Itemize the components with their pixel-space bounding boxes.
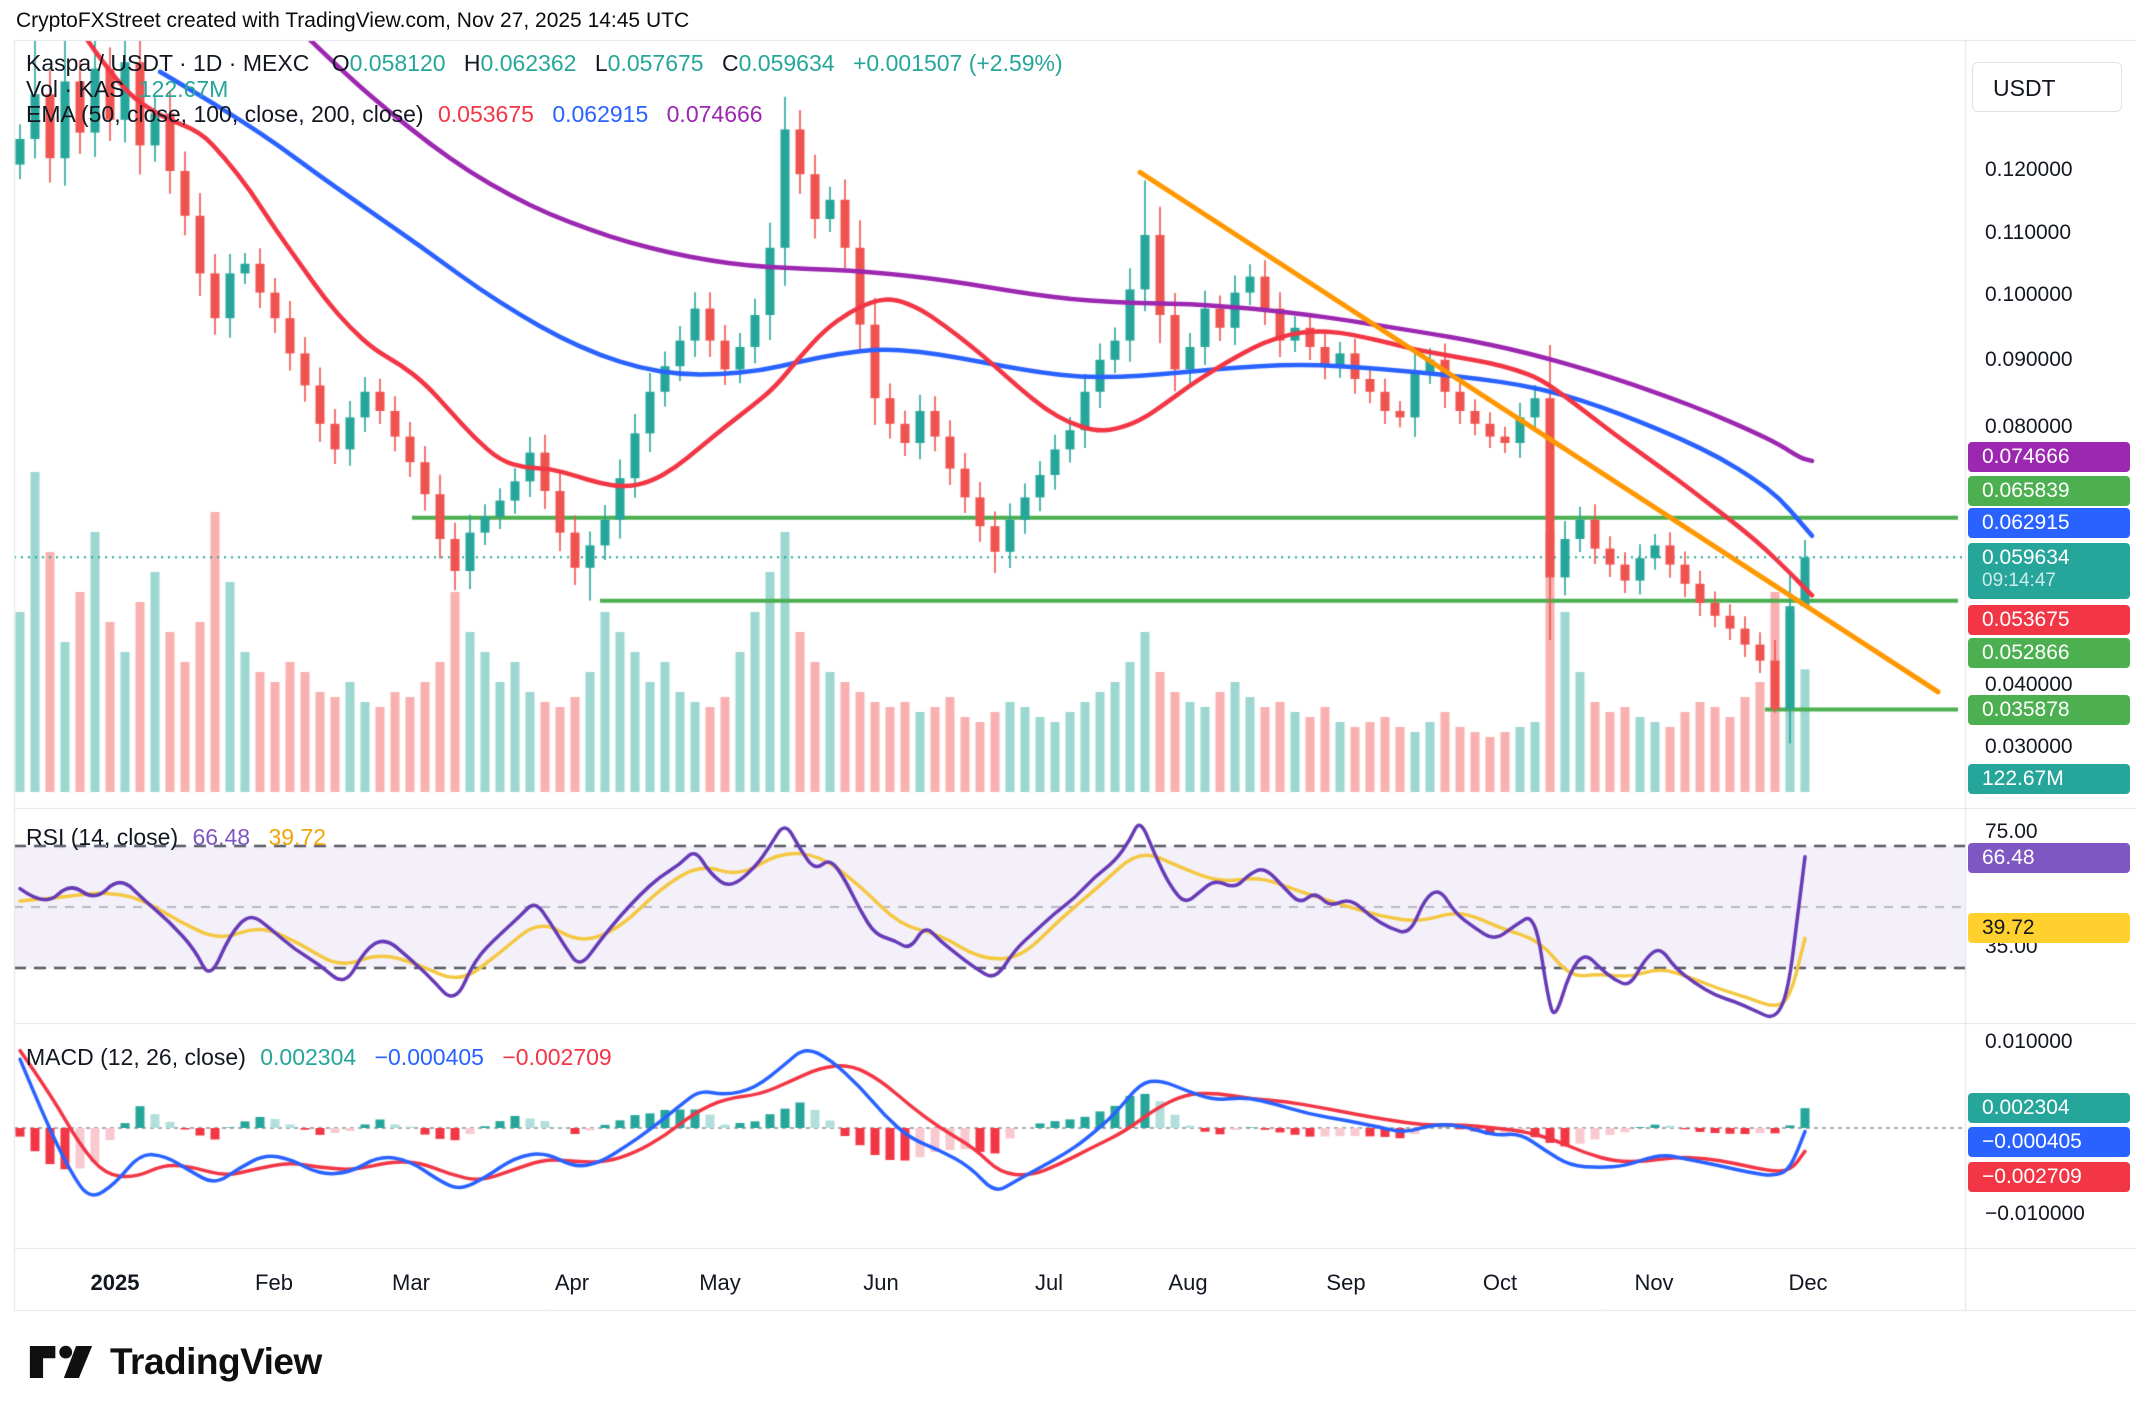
symbol-legend-row[interactable]: Kaspa / USDT · 1D · MEXC O0.058120 H0.06… — [26, 50, 1063, 77]
price-tick-label: 0.080000 — [1985, 415, 2073, 438]
macd-tick-label: −0.010000 — [1985, 1202, 2085, 1225]
time-axis-label: Feb — [255, 1270, 293, 1295]
macd-value-badge: 0.002304 — [1968, 1093, 2130, 1123]
low-label: L — [594, 50, 608, 76]
time-axis-label: Sep — [1326, 1270, 1366, 1295]
price-level-badge: 122.67M — [1968, 764, 2130, 794]
time-axis-label: Mar — [392, 1270, 430, 1295]
macd-legend-row[interactable]: MACD (12, 26, close) 0.002304 −0.000405 … — [26, 1044, 624, 1071]
volume-value: 122.67M — [138, 76, 229, 102]
macd-tick-label: 0.010000 — [1985, 1030, 2073, 1053]
time-axis-label: Nov — [1634, 1270, 1674, 1295]
volume-legend-row[interactable]: Vol · KAS 122.67M — [26, 76, 228, 103]
low-value: 0.057675 — [607, 50, 704, 76]
ema200-value: 0.074666 — [666, 101, 763, 127]
time-axis-label: Dec — [1788, 1270, 1828, 1295]
open-value: 0.058120 — [349, 50, 446, 76]
time-axis-label: 2025 — [90, 1270, 140, 1295]
macd-hist-value: 0.002304 — [260, 1044, 357, 1070]
macd-value-badge: −0.002709 — [1968, 1162, 2130, 1192]
rsi-ma-value: 39.72 — [268, 824, 327, 850]
macd-label: MACD (12, 26, close) — [26, 1044, 246, 1070]
price-level-badge: 0.065839 — [1968, 476, 2130, 506]
ema50-value: 0.053675 — [437, 101, 534, 127]
price-level-badge: 0.035878 — [1968, 695, 2130, 725]
price-tick-label: 0.120000 — [1985, 158, 2073, 181]
macd-signal-value: −0.002709 — [502, 1044, 612, 1070]
time-axis-label: Oct — [1482, 1270, 1518, 1295]
time-axis-label: Jul — [1034, 1270, 1064, 1295]
time-axis-label: Jun — [863, 1270, 899, 1295]
countdown-timer: 09:14:47 — [1982, 570, 2056, 591]
ema100-value: 0.062915 — [552, 101, 649, 127]
price-level-badge: 0.062915 — [1968, 508, 2130, 538]
price-tick-label: 0.040000 — [1985, 673, 2073, 696]
time-axis-label: May — [699, 1270, 741, 1295]
ema-label: EMA (50, close, 100, close, 200, close) — [26, 101, 424, 127]
price-level-badge: 0.074666 — [1968, 442, 2130, 472]
change-value: +0.001507 (+2.59%) — [852, 50, 1063, 76]
price-tick-label: 0.110000 — [1985, 221, 2072, 244]
current-price-badge: 0.059634 09:14:47 — [1968, 543, 2130, 599]
rsi-value: 66.48 — [192, 824, 251, 850]
high-value: 0.062362 — [480, 50, 577, 76]
price-tick-label: 0.100000 — [1985, 283, 2073, 306]
ema-legend-row[interactable]: EMA (50, close, 100, close, 200, close) … — [26, 101, 775, 128]
price-tick-label: 0.030000 — [1985, 735, 2073, 758]
rsi-value-badge: 66.48 — [1968, 843, 2130, 873]
symbol-title[interactable]: Kaspa / USDT · 1D · MEXC — [26, 50, 310, 76]
tradingview-logo-icon — [29, 1345, 93, 1379]
time-axis-label: Aug — [1168, 1270, 1208, 1295]
volume-label: Vol · KAS — [26, 76, 125, 102]
price-tick-label: 0.090000 — [1985, 348, 2073, 371]
rsi-tick-label: 75.00 — [1985, 820, 2038, 843]
time-axis-label: Apr — [554, 1270, 590, 1295]
tradingview-logo[interactable]: TradingView — [28, 1340, 322, 1384]
open-label: O — [331, 50, 350, 76]
close-label: C — [722, 50, 739, 76]
rsi-label: RSI (14, close) — [26, 824, 179, 850]
attribution-text: CryptoFXStreet created with TradingView.… — [16, 9, 690, 32]
high-label: H — [463, 50, 481, 76]
price-level-badge: 0.052866 — [1968, 638, 2130, 668]
close-value: 0.059634 — [738, 50, 835, 76]
rsi-legend-row[interactable]: RSI (14, close) 66.48 39.72 — [26, 824, 338, 851]
price-level-badge: 0.053675 — [1968, 605, 2130, 635]
currency-toggle-button[interactable]: USDT — [1972, 62, 2122, 112]
macd-value-badge: −0.000405 — [1968, 1127, 2130, 1157]
rsi-value-badge: 39.72 — [1968, 913, 2130, 943]
macd-line-value: −0.000405 — [374, 1044, 484, 1070]
tradingview-logo-text: TradingView — [110, 1341, 322, 1382]
